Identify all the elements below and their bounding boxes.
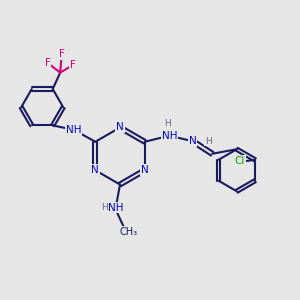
Text: H: H [205, 137, 212, 146]
Text: NH: NH [108, 202, 124, 213]
Text: CH₃: CH₃ [119, 226, 137, 237]
Text: N: N [141, 165, 148, 175]
Text: F: F [70, 60, 76, 70]
Text: N: N [116, 122, 124, 133]
Text: F: F [45, 58, 51, 68]
Text: Cl: Cl [235, 156, 245, 166]
Text: NH: NH [161, 131, 177, 141]
Text: H: H [164, 118, 171, 128]
Text: N: N [92, 165, 99, 175]
Text: N: N [189, 136, 196, 146]
Text: F: F [59, 49, 65, 59]
Text: H: H [101, 203, 107, 212]
Text: NH: NH [66, 125, 82, 135]
